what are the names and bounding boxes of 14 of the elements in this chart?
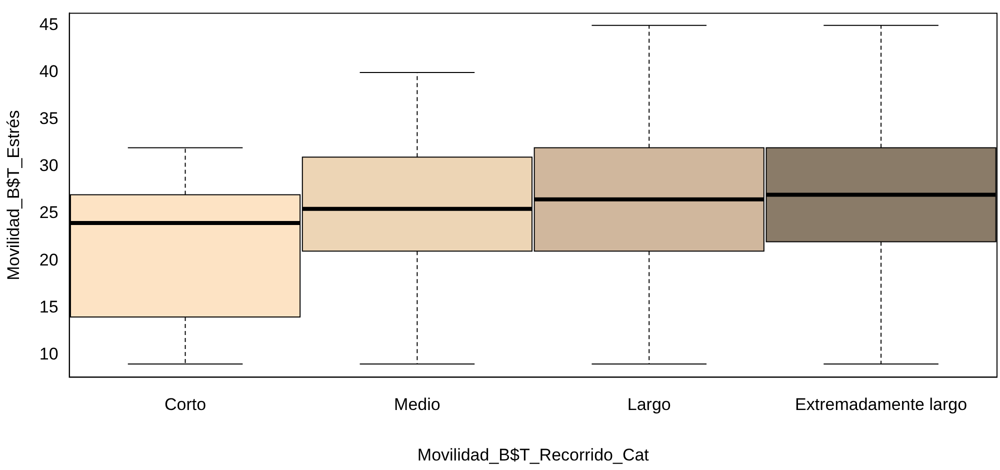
y-tick-label: 35 [39, 109, 58, 128]
x-tick-label: Largo [627, 395, 671, 414]
y-tick-label: 25 [39, 203, 58, 222]
y-tick-label: 45 [39, 15, 58, 34]
y-axis-title: Movilidad_B$T_Estrés [4, 110, 23, 280]
y-tick-label: 30 [39, 156, 58, 176]
y-tick-label: 20 [39, 250, 58, 270]
y-tick-label: 10 [39, 344, 58, 364]
x-tick-label: Corto [164, 395, 206, 414]
y-tick-label: 15 [39, 297, 58, 316]
y-tick-label: 40 [39, 62, 58, 82]
x-axis-title: Movilidad_B$T_Recorrido_Cat [417, 445, 650, 464]
x-tick-label: Medio [394, 395, 440, 414]
x-tick-label: Extremadamente largo [795, 395, 968, 414]
